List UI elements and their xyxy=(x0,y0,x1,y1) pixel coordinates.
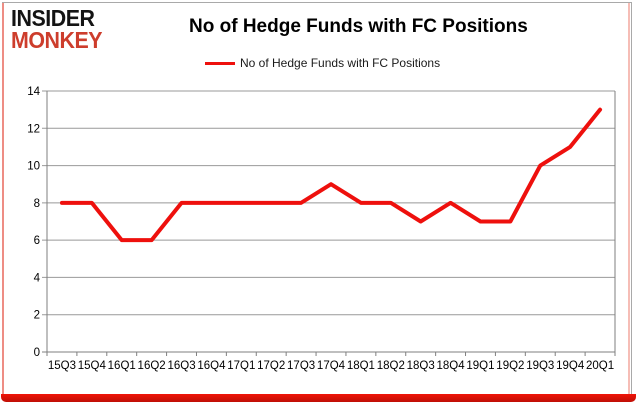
x-axis-tick-label: 19Q1 xyxy=(466,360,494,372)
x-axis-tick-label: 19Q3 xyxy=(526,360,554,372)
x-axis-tick-label: 19Q2 xyxy=(496,360,524,372)
frame-right-red-stripe xyxy=(628,3,630,394)
insider-monkey-logo: INSIDER MONKEY xyxy=(11,5,103,53)
x-axis-tick-label: 15Q3 xyxy=(48,360,76,372)
y-axis-tick-label: 2 xyxy=(34,310,40,322)
y-axis-tick-label: 14 xyxy=(27,86,40,98)
frame-bottom-red-bar xyxy=(1,394,636,402)
frame-top-border xyxy=(2,2,632,3)
x-axis-tick-label: 16Q3 xyxy=(167,360,195,372)
x-axis-tick-label: 17Q4 xyxy=(317,360,346,372)
y-axis-tick-label: 4 xyxy=(34,272,41,284)
chart-legend: No of Hedge Funds with FC Positions xyxy=(205,56,440,70)
logo-word-insider: INSIDER xyxy=(11,5,95,31)
x-axis-tick-label: 18Q1 xyxy=(347,360,375,372)
x-axis-tick-label: 18Q2 xyxy=(377,360,405,372)
chart-title: No of Hedge Funds with FC Positions xyxy=(189,16,528,37)
x-axis-tick-label: 17Q3 xyxy=(287,360,315,372)
legend-line-swatch xyxy=(205,61,235,65)
x-axis-tick-label: 17Q2 xyxy=(257,360,285,372)
y-axis-tick-label: 8 xyxy=(34,198,40,210)
y-axis-tick-label: 12 xyxy=(27,123,40,135)
hedge-fund-count-line xyxy=(59,107,603,243)
x-axis-tick-label: 18Q4 xyxy=(437,360,466,372)
x-axis-tick-label: 16Q4 xyxy=(197,360,226,372)
y-axis-tick-label: 0 xyxy=(34,347,40,359)
logo-word-monkey: MONKEY xyxy=(11,26,103,53)
x-axis-tick-label: 19Q4 xyxy=(556,360,585,372)
x-axis-tick-label: 17Q1 xyxy=(227,360,255,372)
y-axis-tick-label: 10 xyxy=(27,161,40,173)
y-axis-tick-label: 6 xyxy=(34,235,40,247)
frame-left-red-stripe xyxy=(2,3,4,394)
frame-right-border xyxy=(631,2,632,394)
x-axis-tick-label: 16Q2 xyxy=(138,360,166,372)
x-axis-tick-label: 15Q4 xyxy=(78,360,107,372)
x-axis-tick-label: 20Q1 xyxy=(586,360,614,372)
legend-series-label: No of Hedge Funds with FC Positions xyxy=(240,56,441,70)
x-axis-tick-label: 16Q1 xyxy=(108,360,136,372)
x-axis-tick-label: 18Q3 xyxy=(407,360,435,372)
